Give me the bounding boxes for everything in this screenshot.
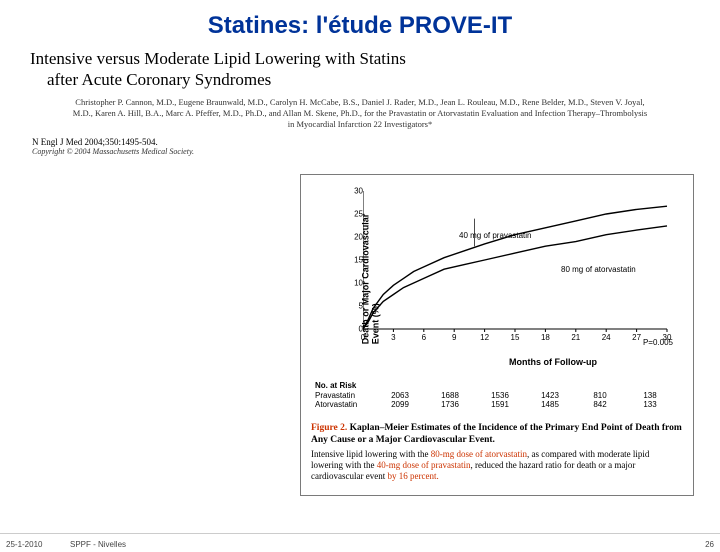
figure-box: Death or Major CardiovascularEvent (%) 0… <box>300 174 694 496</box>
paper-header: Intensive versus Moderate Lipid Lowering… <box>30 48 690 156</box>
y-tick-label: 30 <box>343 187 363 196</box>
x-tick-label: 3 <box>391 333 395 342</box>
x-axis-label: Months of Follow-up <box>509 357 597 367</box>
authors: Christopher P. Cannon, M.D., Eugene Brau… <box>70 97 650 131</box>
x-tick-label: 24 <box>602 333 611 342</box>
footer: 25-1-2010 SPPF - Nivelles 26 <box>0 533 720 552</box>
caption-hl1: 80-mg dose of atorvastatin <box>431 449 527 459</box>
y-tick-label: 10 <box>343 279 363 288</box>
risk-cell: 1536 <box>475 391 525 400</box>
risk-row-label: Pravastatin <box>315 391 375 400</box>
risk-cell: 1736 <box>425 400 475 409</box>
risk-cell: 2099 <box>375 400 425 409</box>
risk-cell: 138 <box>625 391 675 400</box>
caption-hl3: by 16 percent. <box>387 471 438 481</box>
x-tick-label: 6 <box>422 333 426 342</box>
slide-title: Statines: l'étude PROVE-IT <box>0 12 720 40</box>
paper-title-line2: after Acute Coronary Syndromes <box>47 70 271 89</box>
risk-cell: 133 <box>625 400 675 409</box>
figure-body: Intensive lipid lowering with the 80-mg … <box>311 449 683 483</box>
y-tick-label: 15 <box>343 256 363 265</box>
y-tick-label: 25 <box>343 210 363 219</box>
footer-center: SPPF - Nivelles <box>70 540 126 549</box>
footer-date: 25-1-2010 <box>6 540 42 549</box>
x-tick-label: 12 <box>480 333 489 342</box>
x-tick-label: 9 <box>452 333 456 342</box>
footer-page: 26 <box>705 540 714 549</box>
risk-cell: 1591 <box>475 400 525 409</box>
risk-cell: 1423 <box>525 391 575 400</box>
figure-title: Kaplan–Meier Estimates of the Incidence … <box>311 423 682 445</box>
chart-area: Death or Major CardiovascularEvent (%) 0… <box>309 181 685 377</box>
risk-row: Atorvastatin2099173615911485842133 <box>315 400 675 409</box>
risk-row: Pravastatin2063168815361423810138 <box>315 391 675 400</box>
paper-title-line1: Intensive versus Moderate Lipid Lowering… <box>30 49 406 68</box>
figure-number: Figure 2. <box>311 423 347 433</box>
p-value: P=0.005 <box>643 338 673 347</box>
risk-cell: 2063 <box>375 391 425 400</box>
pravastatin-label: 40 mg of pravastatin <box>459 231 531 240</box>
risk-table: No. at Risk Pravastatin20631688153614238… <box>315 381 675 409</box>
x-tick-label: 27 <box>632 333 641 342</box>
risk-cell: 842 <box>575 400 625 409</box>
x-tick-label: 0 <box>361 333 365 342</box>
y-tick-label: 5 <box>343 302 363 311</box>
risk-cell: 1688 <box>425 391 475 400</box>
risk-cell: 1485 <box>525 400 575 409</box>
caption-hl2: 40-mg dose of pravastatin <box>377 460 471 470</box>
risk-table-header: No. at Risk <box>315 381 675 390</box>
x-tick-label: 15 <box>511 333 520 342</box>
y-tick-label: 20 <box>343 233 363 242</box>
risk-cell: 810 <box>575 391 625 400</box>
figure-caption: Figure 2. Kaplan–Meier Estimates of the … <box>311 423 683 483</box>
x-tick-label: 18 <box>541 333 550 342</box>
paper-title: Intensive versus Moderate Lipid Lowering… <box>30 48 690 91</box>
atorvastatin-label: 80 mg of atorvastatin <box>561 265 636 274</box>
journal-reference: N Engl J Med 2004;350:1495-504. <box>32 137 690 147</box>
risk-row-label: Atorvastatin <box>315 400 375 409</box>
caption-text: Intensive lipid lowering with the <box>311 449 431 459</box>
x-tick-label: 21 <box>571 333 580 342</box>
copyright: Copyright © 2004 Massachusetts Medical S… <box>32 147 690 156</box>
